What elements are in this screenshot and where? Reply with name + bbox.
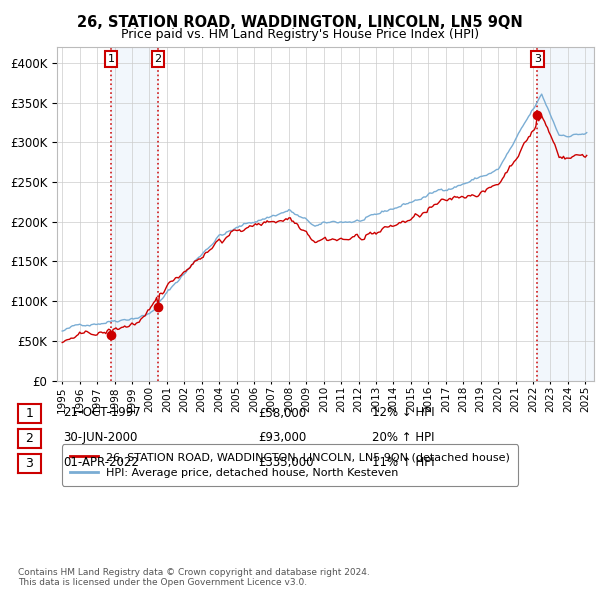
Text: 2: 2 [155, 54, 161, 64]
Text: 1: 1 [107, 54, 115, 64]
Text: 20% ↑ HPI: 20% ↑ HPI [372, 431, 434, 444]
Text: 1: 1 [25, 407, 34, 420]
Text: Contains HM Land Registry data © Crown copyright and database right 2024.
This d: Contains HM Land Registry data © Crown c… [18, 568, 370, 587]
Text: 01-APR-2022: 01-APR-2022 [63, 456, 139, 469]
Text: 3: 3 [25, 457, 34, 470]
Text: 2: 2 [25, 432, 34, 445]
Text: 26, STATION ROAD, WADDINGTON, LINCOLN, LN5 9QN: 26, STATION ROAD, WADDINGTON, LINCOLN, L… [77, 15, 523, 30]
Text: 12% ↓ HPI: 12% ↓ HPI [372, 407, 434, 419]
Text: 3: 3 [534, 54, 541, 64]
Text: 30-JUN-2000: 30-JUN-2000 [63, 431, 137, 444]
Legend: 26, STATION ROAD, WADDINGTON, LINCOLN, LN5 9QN (detached house), HPI: Average pr: 26, STATION ROAD, WADDINGTON, LINCOLN, L… [62, 444, 518, 486]
Bar [538, 47, 594, 381]
Text: Price paid vs. HM Land Registry's House Price Index (HPI): Price paid vs. HM Land Registry's House … [121, 28, 479, 41]
Bar [111, 47, 158, 381]
Text: £58,000: £58,000 [258, 407, 306, 419]
Text: 11% ↑ HPI: 11% ↑ HPI [372, 456, 434, 469]
Text: £335,000: £335,000 [258, 456, 314, 469]
Text: 21-OCT-1997: 21-OCT-1997 [63, 407, 141, 419]
Text: £93,000: £93,000 [258, 431, 306, 444]
